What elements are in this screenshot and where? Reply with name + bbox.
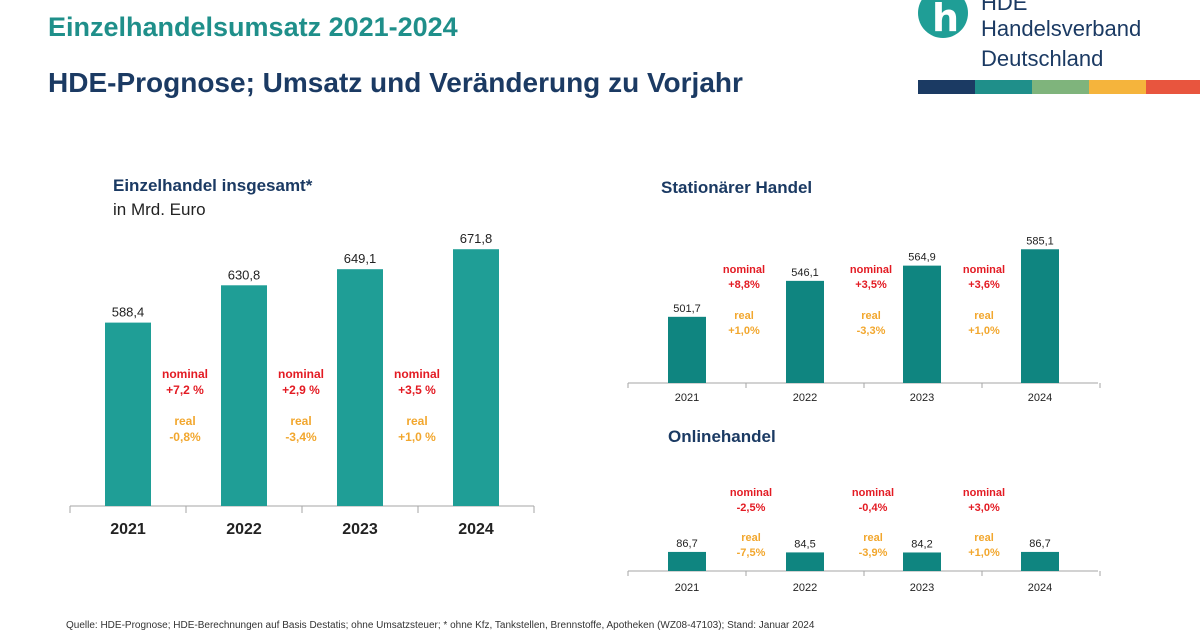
bar-online <box>903 552 941 571</box>
real-label-online: real <box>741 532 761 544</box>
real-change-stationary: +1,0% <box>728 325 760 337</box>
nominal-label-online: nominal <box>852 487 894 499</box>
logo-text-handelsverband: Handelsverband <box>981 16 1142 41</box>
real-label-stationary: real <box>974 310 994 322</box>
real-label-online: real <box>974 532 994 544</box>
real-label-stationary: real <box>861 310 881 322</box>
bar-total <box>221 285 267 506</box>
bar-stationary <box>786 280 824 383</box>
data-label-total: 588,4 <box>112 305 145 320</box>
real-label-stationary: real <box>734 310 754 322</box>
logo-stripe-segment <box>918 80 975 94</box>
data-label-total: 630,8 <box>228 267 261 282</box>
real-change-online: -3,9% <box>859 547 888 559</box>
nominal-change-stationary: +3,5% <box>855 279 887 291</box>
nominal-label-total: nominal <box>278 367 324 381</box>
nominal-label-stationary: nominal <box>963 264 1005 276</box>
x-tick-label-stationary: 2024 <box>1028 392 1052 404</box>
nominal-label-stationary: nominal <box>723 264 765 276</box>
real-change-stationary: -3,3% <box>857 325 886 337</box>
data-label-total: 649,1 <box>344 251 377 266</box>
bar-online <box>1021 551 1059 571</box>
x-tick-label-total: 2022 <box>226 521 262 538</box>
bar-online <box>668 551 706 571</box>
data-label-online: 84,5 <box>794 538 815 550</box>
x-tick-label-stationary: 2021 <box>675 392 699 404</box>
source-note: Quelle: HDE-Prognose; HDE-Berechnungen a… <box>66 620 815 631</box>
logo-stripe-segment <box>1146 80 1200 94</box>
logo-stripe-segment <box>975 80 1032 94</box>
bar-stationary <box>903 265 941 383</box>
nominal-change-online: -2,5% <box>737 502 766 514</box>
x-tick-label-stationary: 2023 <box>910 392 934 404</box>
x-tick-label-total: 2023 <box>342 521 378 538</box>
real-change-online: -7,5% <box>737 547 766 559</box>
real-change-stationary: +1,0% <box>968 325 1000 337</box>
chart-title-total: Einzelhandel insgesamt* <box>113 176 313 195</box>
page-subtitle: HDE-Prognose; Umsatz und Veränderung zu … <box>48 67 743 98</box>
x-tick-label-stationary: 2022 <box>793 392 817 404</box>
data-label-online: 84,2 <box>911 538 932 550</box>
nominal-change-total: +2,9 % <box>282 383 320 397</box>
bar-total <box>453 249 499 506</box>
nominal-change-online: +3,0% <box>968 502 1000 514</box>
real-change-online: +1,0% <box>968 547 1000 559</box>
x-tick-label-total: 2021 <box>110 521 146 538</box>
data-label-stationary: 585,1 <box>1026 235 1054 247</box>
chart-title-online: Onlinehandel <box>668 427 776 446</box>
real-change-total: +1,0 % <box>398 430 436 444</box>
nominal-change-stationary: +3,6% <box>968 279 1000 291</box>
nominal-label-stationary: nominal <box>850 264 892 276</box>
nominal-label-total: nominal <box>394 367 440 381</box>
logo-text-hde: HDE <box>981 0 1028 15</box>
bar-total <box>105 322 151 506</box>
nominal-label-total: nominal <box>162 367 208 381</box>
data-label-stationary: 546,1 <box>791 267 819 279</box>
real-label-total: real <box>174 414 195 428</box>
data-label-stationary: 501,7 <box>673 303 701 315</box>
bar-online <box>786 552 824 571</box>
x-tick-label-online: 2021 <box>675 582 699 594</box>
nominal-label-online: nominal <box>730 487 772 499</box>
logo-text-deutschland: Deutschland <box>981 46 1104 71</box>
real-change-total: -0,8% <box>169 430 201 444</box>
page-title: Einzelhandelsumsatz 2021-2024 <box>48 12 458 42</box>
x-tick-label-total: 2024 <box>458 521 494 538</box>
chart-title-stationary: Stationärer Handel <box>661 178 813 197</box>
logo-stripe-segment <box>1032 80 1089 94</box>
logo-stripe-segment <box>1089 80 1146 94</box>
real-label-total: real <box>406 414 427 428</box>
nominal-change-total: +7,2 % <box>166 383 204 397</box>
real-change-total: -3,4% <box>285 430 317 444</box>
real-label-total: real <box>290 414 311 428</box>
x-tick-label-online: 2022 <box>793 582 817 594</box>
nominal-change-stationary: +8,8% <box>728 279 760 291</box>
x-tick-label-online: 2023 <box>910 582 934 594</box>
real-label-online: real <box>863 532 883 544</box>
chart-unit-total: in Mrd. Euro <box>113 200 206 219</box>
x-tick-label-online: 2024 <box>1028 582 1052 594</box>
nominal-change-online: -0,4% <box>859 502 888 514</box>
bar-stationary <box>1021 249 1059 383</box>
nominal-change-total: +3,5 % <box>398 383 436 397</box>
data-label-total: 671,8 <box>460 231 493 246</box>
data-label-online: 86,7 <box>1029 538 1050 550</box>
bar-total <box>337 269 383 506</box>
data-label-stationary: 564,9 <box>908 252 936 264</box>
nominal-label-online: nominal <box>963 487 1005 499</box>
data-label-online: 86,7 <box>676 538 697 550</box>
bar-stationary <box>668 316 706 383</box>
